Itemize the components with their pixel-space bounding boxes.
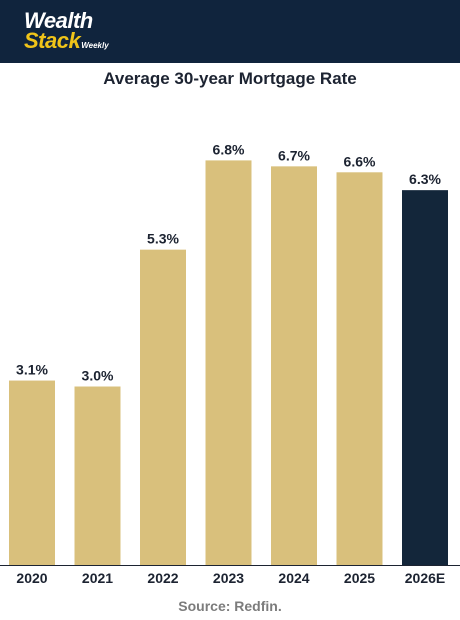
data-label-2024: 6.7%	[278, 147, 310, 163]
wealth-stack-logo: Wealth StackWeekly	[24, 10, 109, 52]
data-label-2026E: 6.3%	[409, 171, 441, 187]
x-tick-label-2020: 2020	[16, 570, 47, 586]
logo-wordmark-line1: Wealth	[24, 8, 93, 33]
data-label-2022: 5.3%	[147, 231, 179, 247]
data-label-2025: 6.6%	[344, 153, 376, 169]
bar-2022	[140, 249, 186, 565]
bar-2023	[205, 160, 252, 565]
bar-2020	[9, 380, 55, 565]
data-label-2021: 3.0%	[82, 368, 114, 384]
bar-2024	[271, 166, 317, 565]
x-tick-label-2024: 2024	[278, 570, 309, 586]
x-tick-label-2023: 2023	[213, 570, 244, 586]
chart-title: Average 30-year Mortgage Rate	[103, 69, 357, 88]
source-note: Source: Redfin.	[178, 598, 282, 614]
bar-2026E	[402, 190, 448, 565]
x-tick-label-2022: 2022	[147, 570, 178, 586]
data-label-2023: 6.8%	[213, 141, 245, 157]
logo-wordmark-stack: Stack	[24, 28, 81, 53]
data-label-2020: 3.1%	[16, 362, 48, 378]
bar-2025	[336, 172, 383, 566]
x-tick-label-2021: 2021	[82, 570, 113, 586]
logo-wordmark-weekly: Weekly	[81, 41, 109, 50]
bar-2021	[74, 386, 121, 565]
brand-header: Wealth StackWeekly	[0, 0, 460, 63]
logo-wordmark-line2: StackWeekly	[24, 30, 109, 52]
x-tick-label-2026E: 2026E	[405, 570, 445, 586]
x-tick-label-2025: 2025	[344, 570, 375, 586]
